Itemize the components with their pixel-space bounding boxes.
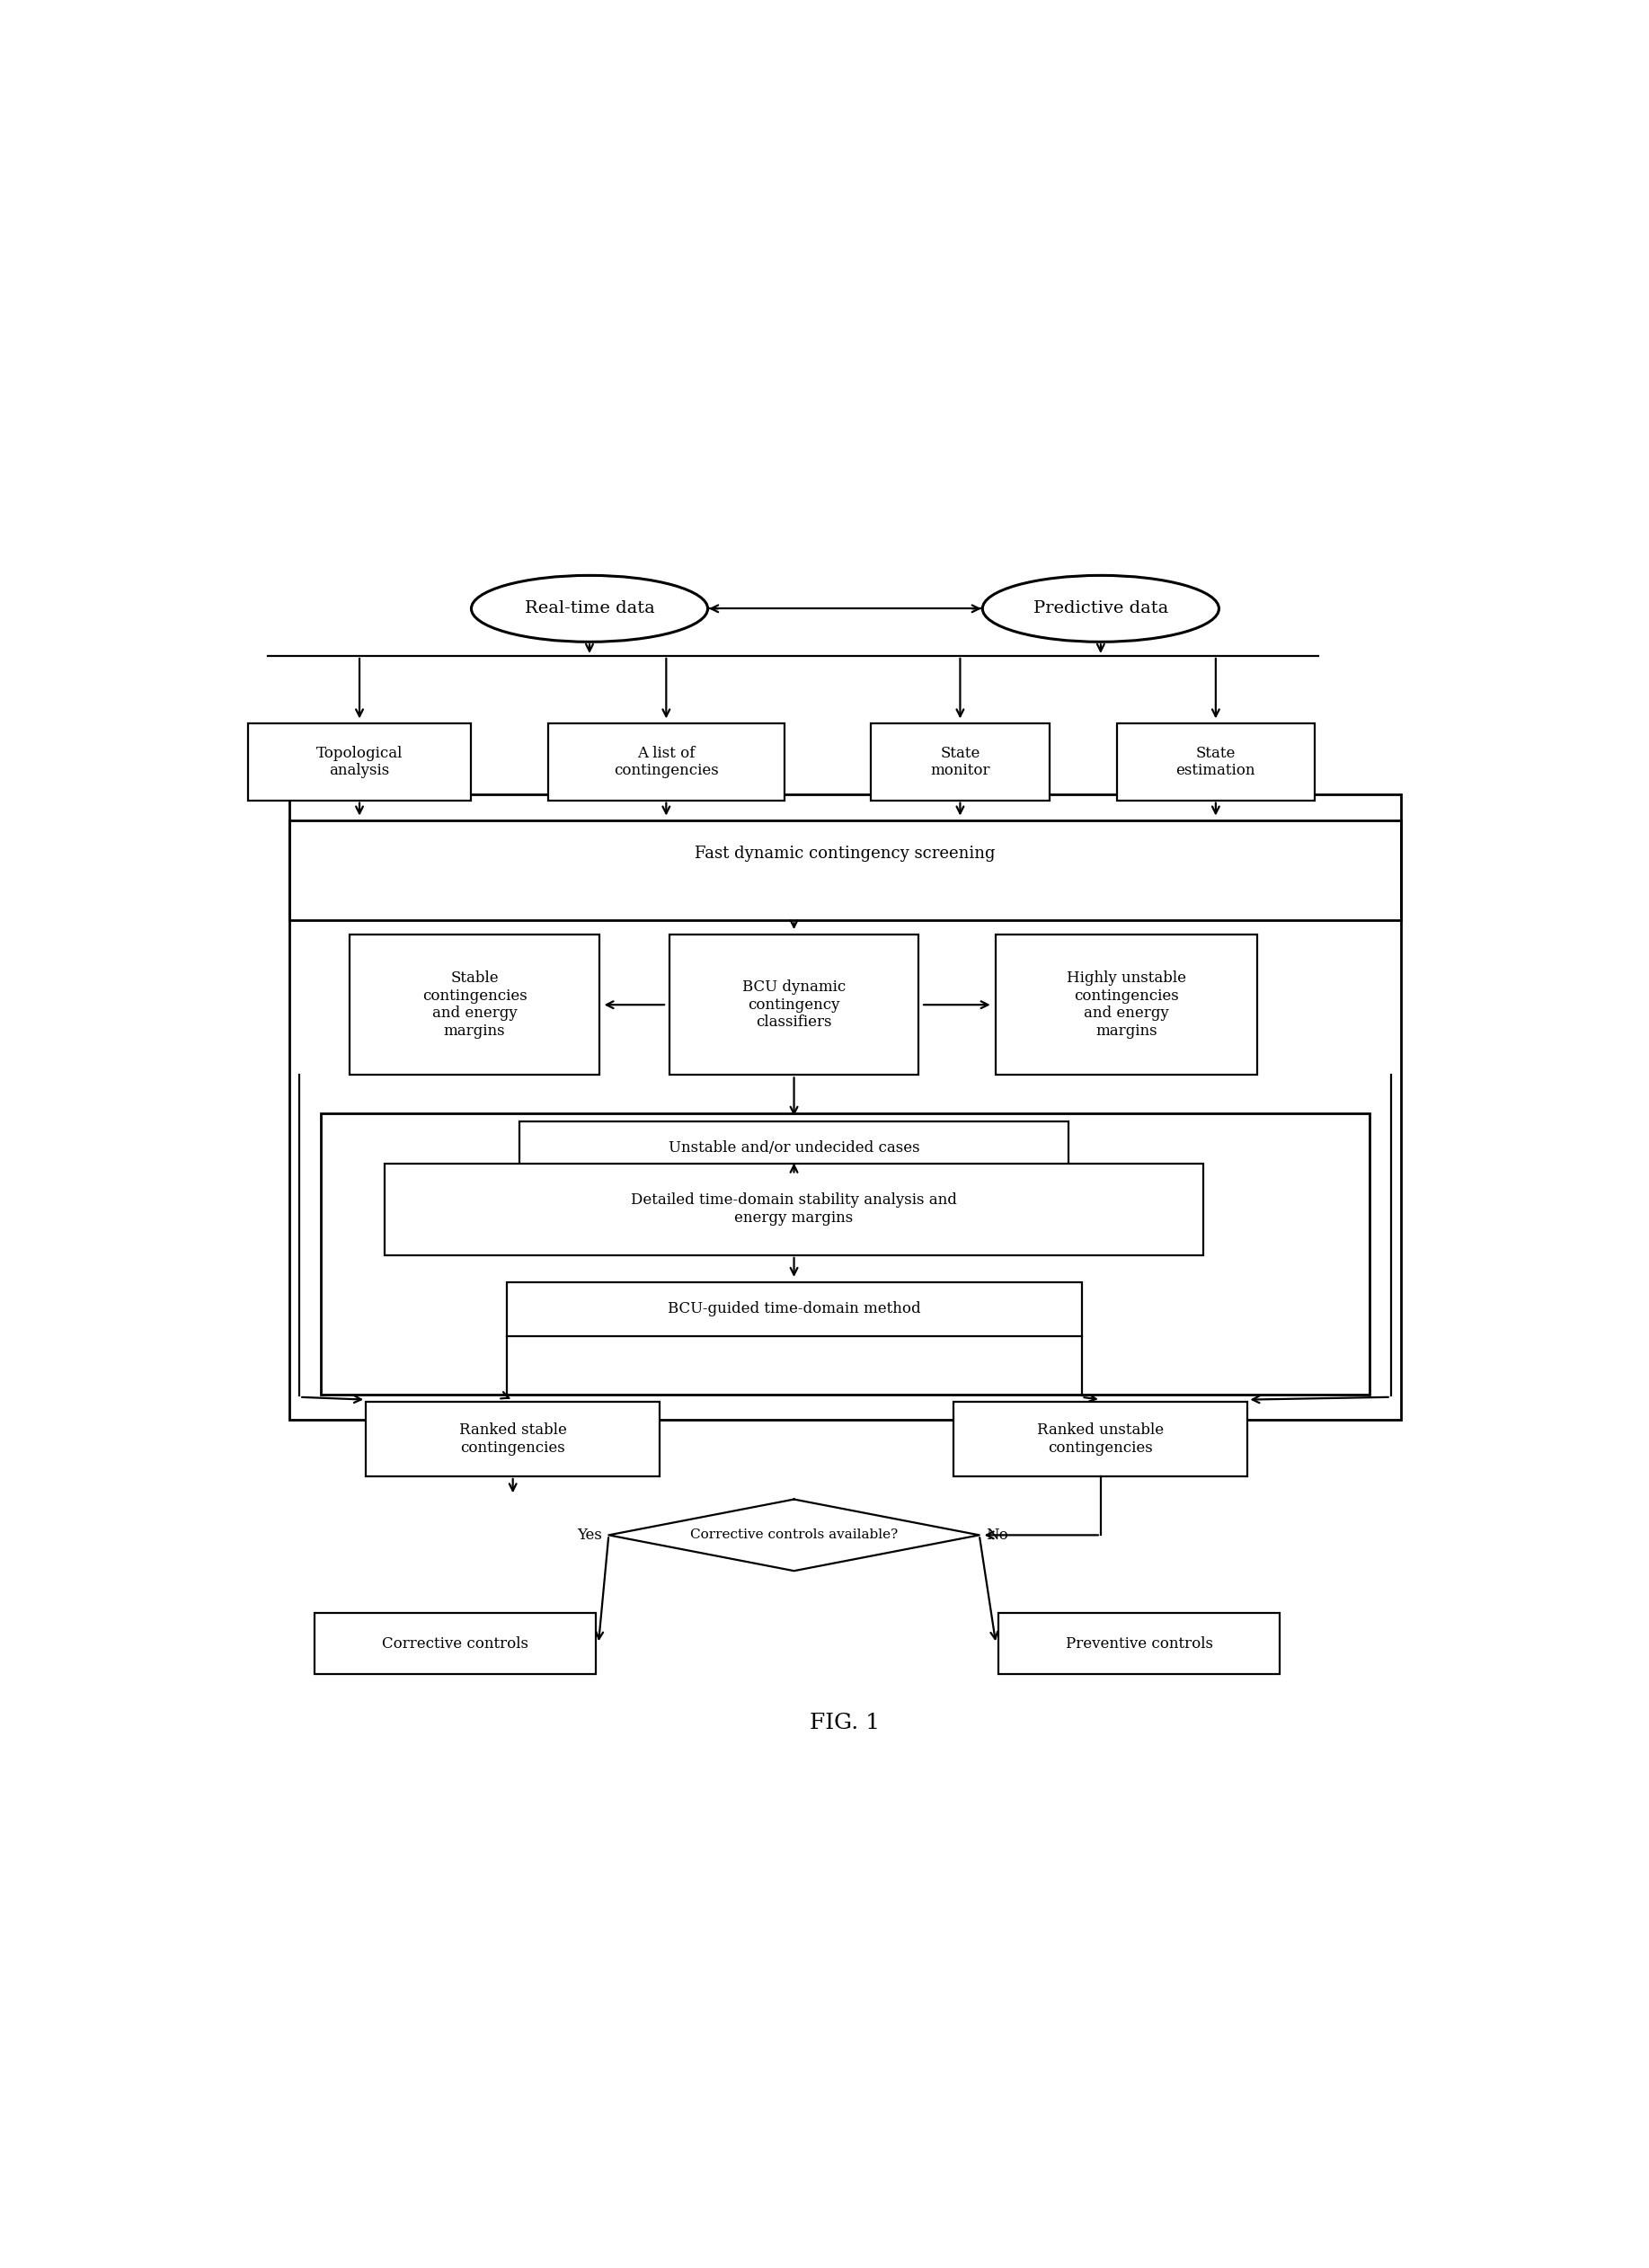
Text: BCU-guided time-domain method: BCU-guided time-domain method — [668, 1302, 920, 1315]
Text: BCU dynamic
contingency
classifiers: BCU dynamic contingency classifiers — [742, 980, 846, 1030]
Text: Detailed time-domain stability analysis and
energy margins: Detailed time-domain stability analysis … — [632, 1193, 956, 1225]
FancyBboxPatch shape — [1116, 723, 1314, 801]
FancyBboxPatch shape — [953, 1402, 1248, 1476]
FancyBboxPatch shape — [999, 1613, 1280, 1674]
Text: Ranked unstable
contingencies: Ranked unstable contingencies — [1037, 1422, 1164, 1456]
Text: Yes: Yes — [577, 1526, 602, 1542]
Text: Corrective controls available?: Corrective controls available? — [689, 1529, 899, 1542]
Text: Highly unstable
contingencies
and energy
margins: Highly unstable contingencies and energy… — [1067, 971, 1186, 1039]
Text: Stable
contingencies
and energy
margins: Stable contingencies and energy margins — [422, 971, 528, 1039]
Text: No: No — [986, 1526, 1008, 1542]
Text: Real-time data: Real-time data — [524, 601, 655, 617]
Text: FIG. 1: FIG. 1 — [810, 1712, 881, 1733]
FancyBboxPatch shape — [996, 934, 1257, 1075]
Ellipse shape — [472, 576, 707, 642]
FancyBboxPatch shape — [547, 723, 785, 801]
FancyBboxPatch shape — [315, 1613, 595, 1674]
Text: State
estimation: State estimation — [1176, 746, 1255, 778]
FancyBboxPatch shape — [350, 934, 599, 1075]
FancyBboxPatch shape — [669, 934, 918, 1075]
Text: State
monitor: State monitor — [930, 746, 989, 778]
Text: Fast dynamic contingency screening: Fast dynamic contingency screening — [694, 846, 996, 862]
FancyBboxPatch shape — [386, 1163, 1202, 1254]
FancyBboxPatch shape — [247, 723, 472, 801]
Text: A list of
contingencies: A list of contingencies — [613, 746, 719, 778]
FancyBboxPatch shape — [506, 1281, 1082, 1336]
Text: Unstable and/or undecided cases: Unstable and/or undecided cases — [668, 1141, 920, 1154]
Text: Ranked stable
contingencies: Ranked stable contingencies — [458, 1422, 567, 1456]
FancyBboxPatch shape — [871, 723, 1049, 801]
Ellipse shape — [983, 576, 1219, 642]
Text: Topological
analysis: Topological analysis — [317, 746, 402, 778]
Text: Corrective controls: Corrective controls — [383, 1635, 529, 1651]
Text: Predictive data: Predictive data — [1034, 601, 1167, 617]
Text: Preventive controls: Preventive controls — [1065, 1635, 1212, 1651]
FancyBboxPatch shape — [366, 1402, 660, 1476]
FancyBboxPatch shape — [519, 1120, 1069, 1175]
